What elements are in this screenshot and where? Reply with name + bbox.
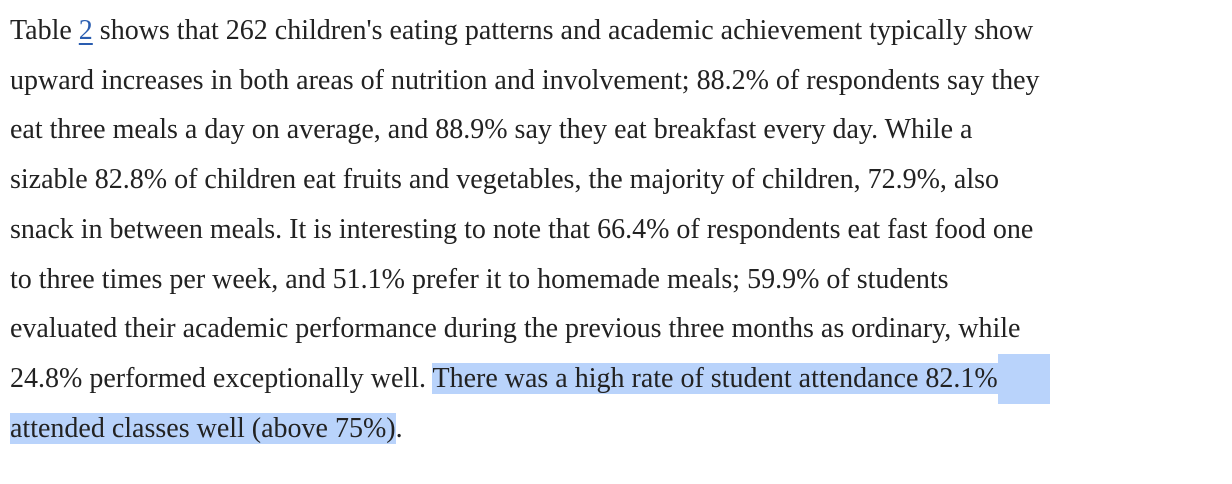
text-line-7: evaluated their academic performance dur… <box>10 313 1021 345</box>
body-paragraph: Table 2 shows that 262 children's eating… <box>10 6 1230 453</box>
selected-text[interactable]: attended classes well (above 75%) <box>10 412 396 444</box>
text-line-2: upward increases in both areas of nutrit… <box>10 64 1040 96</box>
text-line-9: attended classes well (above 75%). <box>10 404 1230 454</box>
table-reference-link[interactable]: 2 <box>78 15 93 46</box>
text-line-4: sizable 82.8% of children eat fruits and… <box>10 164 1000 196</box>
text-segment: shows that 262 children's eating pattern… <box>92 15 1034 46</box>
text-segment: 24.8% performed exceptionally well. <box>10 362 433 394</box>
text-line-6: to three times per week, and 51.1% prefe… <box>10 263 949 295</box>
selected-text[interactable]: There was a high rate of student attenda… <box>432 362 998 394</box>
selection-extension <box>997 353 1050 404</box>
text-line-3: eat three meals a day on average, and 88… <box>10 114 973 146</box>
text-line-1: Table 2 shows that 262 children's eating… <box>10 6 1230 56</box>
text-segment: Table <box>10 15 79 46</box>
text-segment: . <box>395 412 403 444</box>
text-line-5: snack in between meals. It is interestin… <box>10 213 1034 245</box>
text-line-8: 24.8% performed exceptionally well. Ther… <box>10 353 1230 404</box>
